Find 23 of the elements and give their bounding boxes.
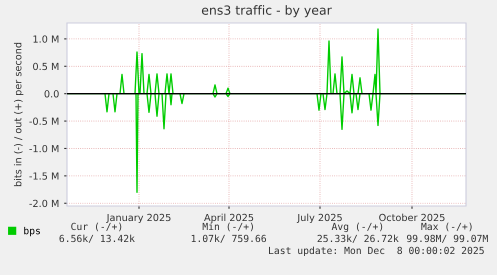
y-tick-label: -1.0 M [29,144,58,152]
y-tick-label: 0.0 [44,90,59,98]
text: Cur (-/+) [71,222,122,232]
x-tick-label: April 2025 [204,214,254,224]
x-tick-label: January 2025 [106,214,170,224]
y-axis-title: bits in (-) / out (+) per second [14,42,24,186]
text: 99.98M/ 99.07M [406,234,488,243]
y-tick-label: 0.5 M [33,62,58,70]
y-tick-label: 1.0 M [33,35,58,43]
x-tick-label: October 2025 [379,214,445,222]
text: Last update: Mon Dec 8 00:00:02 2025 [269,246,484,256]
text: Min (-/+) [202,222,253,232]
text: Avg (-/+) [332,222,382,232]
y-tick-label: -0.5 M [29,118,58,125]
y-tick-label: -1.5 M [29,172,58,180]
text: 6.56k/ 13.42k [60,234,135,243]
legend-label: bps [24,226,40,236]
text: 1.07k/ 759.66 [192,234,266,243]
text: Max (-/+) [421,222,472,232]
y-tick-label: -2.0 M [29,200,58,208]
chart-title: ens3 traffic - by year [202,5,332,18]
text: 25.33k/ 26.72k [318,234,399,243]
x-tick-label: July 2025 [296,214,342,224]
